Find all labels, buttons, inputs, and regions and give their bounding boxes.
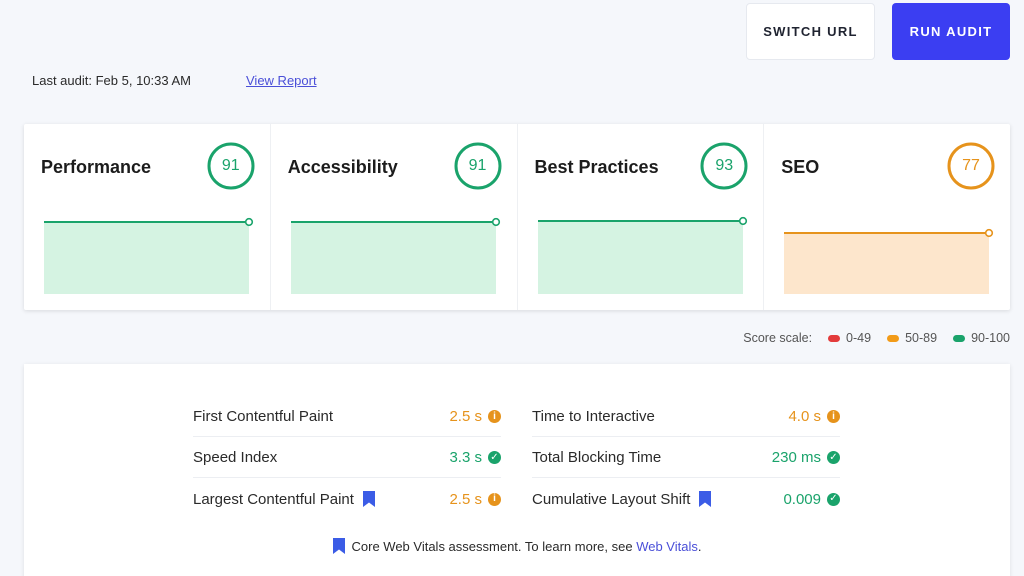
metric-value: 4.0 s bbox=[788, 408, 821, 425]
score-trend-chart bbox=[290, 217, 500, 294]
orange-range-swatch bbox=[887, 334, 900, 342]
check-icon: ✓ bbox=[827, 451, 840, 464]
category-title: Performance bbox=[41, 157, 152, 177]
metric-label: Largest Contentful Paint bbox=[193, 490, 354, 508]
green-range-swatch bbox=[953, 334, 966, 342]
metric-label: First Contentful Paint bbox=[193, 408, 334, 425]
info-icon: i bbox=[827, 410, 840, 423]
category-title: Best Practices bbox=[534, 157, 659, 177]
score-trend-chart bbox=[44, 217, 254, 294]
category-scores-panel: Performance 91 Accessibility 91 Best Pra… bbox=[24, 124, 1010, 310]
core-web-vitals-note: Core Web Vitals assessment. To learn mor… bbox=[24, 538, 1010, 554]
metric-label: Speed Index bbox=[193, 449, 278, 466]
metric-row: Total Blocking Time 230 ms ✓ bbox=[532, 438, 840, 478]
score-trend-chart bbox=[537, 216, 747, 294]
info-icon: i bbox=[488, 492, 501, 506]
cwv-period: . bbox=[697, 538, 702, 554]
metric-value: 230 ms bbox=[771, 449, 821, 466]
score-value: 77 bbox=[962, 157, 980, 174]
last-audit-timestamp: Last audit: Feb 5, 10:33 AM bbox=[32, 73, 191, 88]
metric-label: Total Blocking Time bbox=[532, 449, 662, 466]
metric-value: 2.5 s bbox=[449, 490, 482, 508]
category-title: Accessibility bbox=[287, 157, 398, 177]
score-scale-label: Score scale: bbox=[743, 331, 813, 345]
score-gauge: 93 bbox=[699, 141, 749, 191]
score-gauge: 77 bbox=[946, 141, 996, 191]
range-label: 90-100 bbox=[971, 331, 1010, 345]
metric-label: Cumulative Layout Shift bbox=[532, 490, 691, 508]
metric-row: First Contentful Paint 2.5 s i bbox=[193, 397, 501, 437]
bookmark-icon bbox=[362, 491, 375, 507]
category-card-accessibility[interactable]: Accessibility 91 bbox=[271, 124, 518, 310]
range-label: 50-89 bbox=[905, 331, 938, 345]
score-gauge: 91 bbox=[453, 141, 503, 191]
web-vitals-link[interactable]: Web Vitals bbox=[636, 538, 698, 554]
metric-row: Speed Index 3.3 s ✓ bbox=[193, 438, 501, 478]
red-range-swatch bbox=[828, 334, 841, 342]
metrics-panel: First Contentful Paint 2.5 s i Time to In… bbox=[24, 364, 1010, 576]
category-card-seo[interactable]: SEO 77 bbox=[764, 124, 1010, 310]
metric-row: Largest Contentful Paint 2.5 s i bbox=[193, 479, 501, 519]
score-value: 91 bbox=[221, 157, 240, 174]
metric-value: 0.009 bbox=[783, 490, 821, 508]
category-card-performance[interactable]: Performance 91 bbox=[24, 124, 271, 310]
cwv-text: Core Web Vitals assessment. To learn mor… bbox=[351, 538, 633, 554]
range-label: 0-49 bbox=[846, 331, 872, 345]
bookmark-icon bbox=[332, 538, 345, 554]
score-scale-legend: Score scale: 0-49 50-89 90-100 bbox=[743, 331, 1010, 345]
category-title: SEO bbox=[781, 157, 820, 177]
metric-row: Time to Interactive 4.0 s i bbox=[532, 397, 840, 437]
score-value: 91 bbox=[468, 157, 487, 174]
check-icon: ✓ bbox=[827, 492, 840, 506]
category-card-best-practices[interactable]: Best Practices 93 bbox=[518, 124, 765, 310]
score-trend-chart bbox=[784, 228, 994, 294]
info-icon: i bbox=[488, 410, 501, 423]
check-icon: ✓ bbox=[488, 451, 501, 464]
metric-label: Time to Interactive bbox=[532, 408, 655, 425]
score-value: 93 bbox=[715, 157, 734, 174]
view-report-link[interactable]: View Report bbox=[246, 73, 317, 88]
bookmark-icon bbox=[699, 491, 712, 507]
metric-value: 3.3 s bbox=[449, 449, 482, 466]
score-gauge: 91 bbox=[206, 141, 256, 191]
metric-value: 2.5 s bbox=[449, 408, 482, 425]
metric-row: Cumulative Layout Shift 0.009 ✓ bbox=[532, 479, 840, 519]
run-audit-button[interactable]: RUN AUDIT bbox=[892, 3, 1010, 60]
switch-url-button[interactable]: SWITCH URL bbox=[746, 3, 875, 60]
